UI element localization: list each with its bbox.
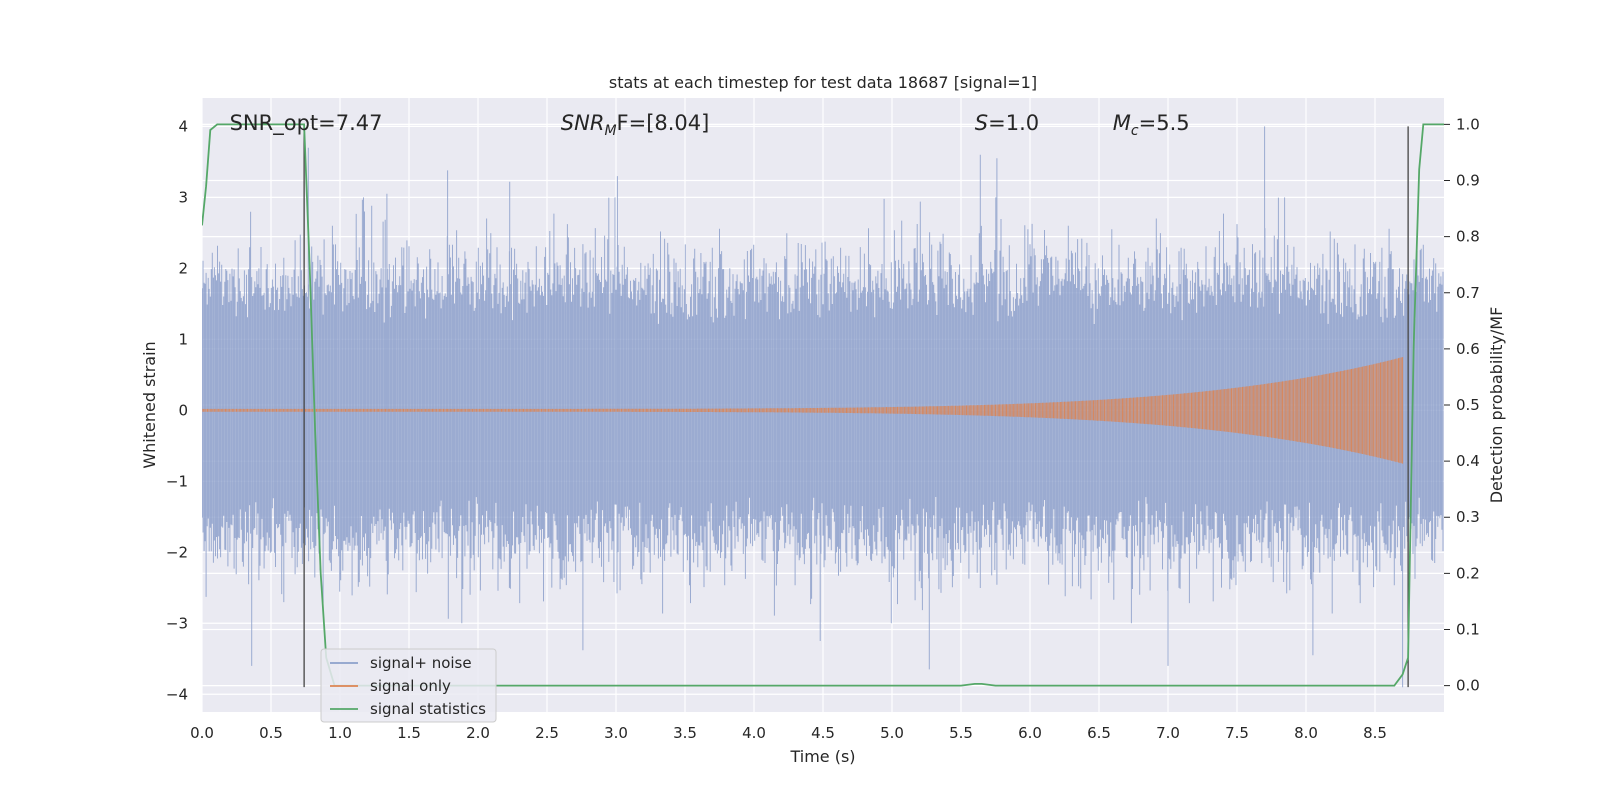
x-tick-label: 4.5 bbox=[811, 724, 835, 742]
y-tick-label: −1 bbox=[166, 472, 188, 490]
y-tick-label: 3 bbox=[178, 188, 188, 206]
series-layer bbox=[202, 123, 1444, 688]
x-tick-label: 0.0 bbox=[190, 724, 214, 742]
y2-tick-label: 0.8 bbox=[1456, 228, 1480, 246]
x-tick-label: 8.5 bbox=[1363, 724, 1387, 742]
x-tick-label: 2.5 bbox=[535, 724, 559, 742]
x-tick-label: 7.5 bbox=[1225, 724, 1249, 742]
y-tick-label: −3 bbox=[166, 614, 188, 632]
y-tick-label: 2 bbox=[178, 259, 188, 277]
legend-label-signal-statistics: signal statistics bbox=[370, 700, 486, 718]
annotation: S=1.0 bbox=[975, 111, 1039, 135]
y2-tick-label: 0.2 bbox=[1456, 564, 1480, 582]
vertical-markers bbox=[303, 126, 1409, 688]
x-tick-label: 1.5 bbox=[397, 724, 421, 742]
series-signal-statistics bbox=[202, 123, 1444, 687]
y2-axis-label: Detection probability/MF bbox=[1487, 307, 1506, 504]
x-tick-label: 0.5 bbox=[259, 724, 283, 742]
y2-tick-label: 0.6 bbox=[1456, 340, 1480, 358]
x-tick-label: 3.5 bbox=[673, 724, 697, 742]
annotations: SNR_opt=7.47 SNRMF=[8.04] S=1.0 Mc=5.5 bbox=[230, 111, 1190, 139]
y-axis-ticks: −4 −3 −2 −1 0 1 2 3 4 bbox=[166, 117, 188, 703]
series-signal-only bbox=[202, 357, 1404, 464]
x-tick-label: 5.0 bbox=[880, 724, 904, 742]
annotation: Mc=5.5 bbox=[1113, 111, 1190, 139]
y2-tick-label: 1.0 bbox=[1456, 115, 1480, 133]
y2-tick-label: 0.7 bbox=[1456, 284, 1480, 302]
chart-title: stats at each timestep for test data 186… bbox=[609, 73, 1037, 92]
y-tick-label: −2 bbox=[166, 543, 188, 561]
legend-box bbox=[320, 648, 497, 723]
x-tick-label: 5.5 bbox=[949, 724, 973, 742]
y2-tick-label: 0.3 bbox=[1456, 508, 1480, 526]
x-tick-label: 7.0 bbox=[1156, 724, 1180, 742]
y2-tick-label: 0.1 bbox=[1456, 620, 1480, 638]
x-axis-ticks: 0.0 0.5 1.0 1.5 2.0 2.5 3.0 3.5 4.0 4.5 5.0 5.5 6.0 6… bbox=[190, 724, 1387, 742]
y-tick-label: 1 bbox=[178, 330, 188, 348]
legend-label-signal-only: signal only bbox=[370, 677, 451, 695]
y2-tick-label: 0.4 bbox=[1456, 452, 1480, 470]
y-tick-label: 0 bbox=[178, 401, 188, 419]
x-tick-label: 3.0 bbox=[604, 724, 628, 742]
x-tick-label: 1.0 bbox=[328, 724, 352, 742]
annotation: SNRMF=[8.04] bbox=[561, 111, 710, 139]
x-tick-label: 6.5 bbox=[1087, 724, 1111, 742]
legend-label-signal-plus-noise: signal+ noise bbox=[370, 654, 472, 672]
x-tick-label: 8.0 bbox=[1294, 724, 1318, 742]
y2-tick-label: 0.9 bbox=[1456, 172, 1480, 190]
x-tick-label: 6.0 bbox=[1018, 724, 1042, 742]
y-tick-label: −4 bbox=[166, 685, 188, 703]
annotation: SNR_opt=7.47 bbox=[230, 111, 383, 136]
x-axis-label: Time (s) bbox=[789, 747, 855, 766]
legend: signal+ noise signal only signal statist… bbox=[320, 648, 497, 723]
y-axis-label: Whitened strain bbox=[140, 341, 159, 468]
x-tick-label: 2.0 bbox=[466, 724, 490, 742]
y-tick-label: 4 bbox=[178, 117, 188, 135]
y2-axis-ticks: 0.0 0.1 0.2 0.3 0.4 0.5 0.6 0.7 0.8 0.9 1.0 bbox=[1444, 115, 1480, 695]
y2-tick-label: 0.0 bbox=[1456, 677, 1480, 695]
y2-tick-label: 0.5 bbox=[1456, 396, 1480, 414]
x-tick-label: 4.0 bbox=[742, 724, 766, 742]
